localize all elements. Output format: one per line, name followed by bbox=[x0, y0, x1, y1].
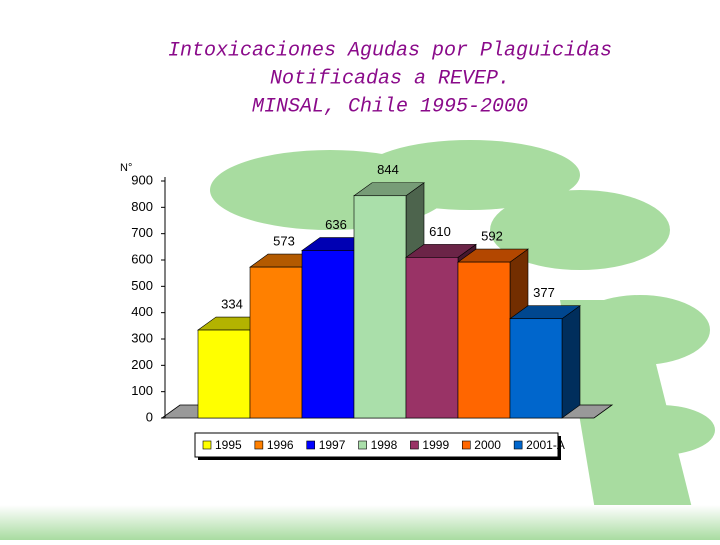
y-tick-label: 700 bbox=[131, 225, 153, 240]
y-tick-label: 200 bbox=[131, 357, 153, 372]
data-label: 636 bbox=[325, 217, 347, 232]
legend-label: 2001-A bbox=[526, 438, 565, 452]
legend-swatch bbox=[461, 440, 471, 450]
legend-label: 1998 bbox=[371, 438, 398, 452]
bar bbox=[249, 266, 303, 419]
y-tick-label: 500 bbox=[131, 278, 153, 293]
y-tick-label: 800 bbox=[131, 199, 153, 214]
legend-label: 1997 bbox=[319, 438, 346, 452]
data-label: 592 bbox=[481, 229, 503, 244]
legend-swatch bbox=[513, 440, 523, 450]
y-tick-label: 400 bbox=[131, 304, 153, 319]
data-label: 573 bbox=[273, 234, 295, 249]
chart-title: Notificadas a REVEP. bbox=[270, 67, 510, 90]
y-tick-label: 900 bbox=[131, 172, 153, 187]
legend-label: 1995 bbox=[215, 438, 242, 452]
bar-side bbox=[561, 305, 581, 419]
bar bbox=[457, 261, 511, 419]
chart-title: Intoxicaciones Agudas por Plaguicidas bbox=[168, 39, 612, 62]
y-tick-label: 0 bbox=[146, 409, 153, 424]
y-axis-label: N° bbox=[120, 162, 132, 174]
y-tick-label: 600 bbox=[131, 251, 153, 266]
y-tick-label: 100 bbox=[131, 383, 153, 398]
data-label: 334 bbox=[221, 296, 243, 311]
bar bbox=[197, 329, 251, 419]
legend-swatch bbox=[410, 440, 419, 450]
chart-title: MINSAL, Chile 1995-2000 bbox=[252, 95, 528, 118]
bar bbox=[301, 250, 355, 419]
legend-swatch bbox=[358, 440, 367, 450]
legend-swatch bbox=[254, 440, 264, 450]
bar bbox=[353, 195, 407, 419]
data-label: 377 bbox=[533, 285, 555, 300]
data-label: 610 bbox=[429, 224, 451, 239]
legend-label: 2000 bbox=[474, 438, 501, 452]
legend-label: 1996 bbox=[267, 438, 294, 452]
legend-label: 1999 bbox=[422, 438, 449, 452]
legend-swatch bbox=[202, 440, 212, 450]
legend-swatch bbox=[306, 440, 316, 450]
bar bbox=[405, 257, 459, 419]
bar bbox=[509, 318, 563, 419]
data-label: 844 bbox=[377, 162, 399, 177]
background-tree bbox=[0, 140, 720, 540]
y-tick-label: 300 bbox=[131, 330, 153, 345]
